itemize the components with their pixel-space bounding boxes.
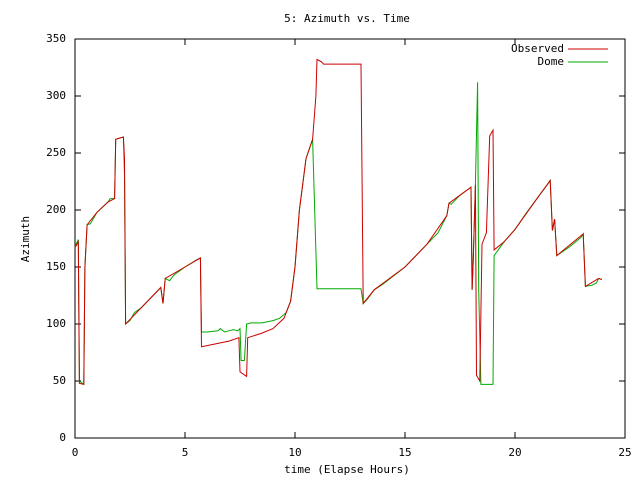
x-tick-label: 0 (72, 446, 79, 459)
chart-title: 5: Azimuth vs. Time (284, 12, 410, 25)
x-tick-label: 15 (398, 446, 411, 459)
y-tick-label: 50 (53, 374, 66, 387)
y-tick-label: 350 (46, 32, 66, 45)
y-tick-label: 200 (46, 203, 66, 216)
y-tick-label: 250 (46, 146, 66, 159)
plot-border (74, 38, 626, 439)
y-axis-label: Azimuth (19, 216, 32, 262)
x-tick-label: 25 (618, 446, 631, 459)
legend-label: Dome (538, 55, 565, 68)
y-tick-label: 0 (59, 431, 66, 444)
x-tick-label: 5 (182, 446, 189, 459)
y-tick-label: 150 (46, 260, 66, 273)
x-axis-label: time (Elapse Hours) (284, 463, 410, 476)
series-line (74, 82, 603, 386)
y-tick-label: 100 (46, 317, 66, 330)
legend-label: Observed (511, 42, 564, 55)
x-tick-label: 10 (288, 446, 301, 459)
series-line (74, 58, 603, 386)
x-tick-label: 20 (508, 446, 521, 459)
y-tick-label: 300 (46, 89, 66, 102)
